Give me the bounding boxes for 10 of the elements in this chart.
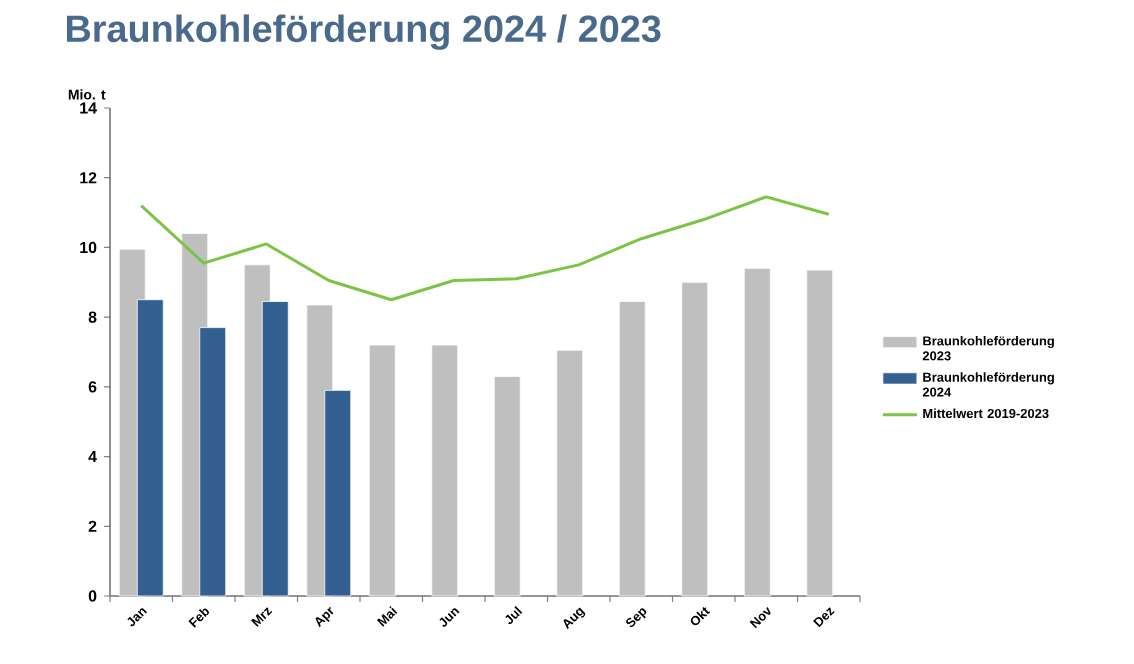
- bar: [556, 349, 584, 597]
- line-series: [139, 195, 831, 302]
- bar: [368, 344, 396, 597]
- bar: [743, 267, 771, 597]
- bar: [618, 301, 646, 597]
- bar: [493, 376, 521, 597]
- chart-title: Braunkohleförderung 2024 / 2023: [66, 14, 661, 50]
- bar: [431, 344, 459, 597]
- bar: [806, 269, 834, 597]
- bar: [681, 281, 709, 597]
